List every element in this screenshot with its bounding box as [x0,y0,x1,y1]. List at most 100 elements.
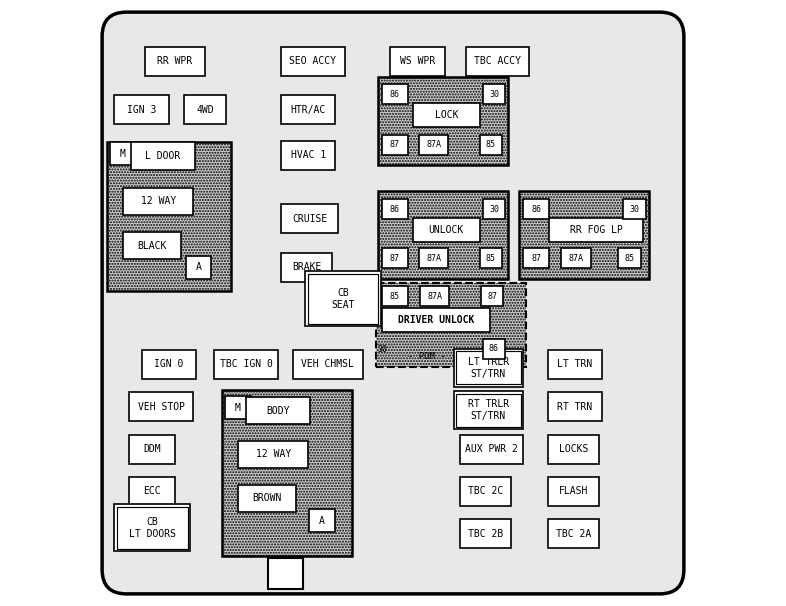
Text: 85: 85 [486,254,496,263]
Bar [454,349,523,387]
Bar [466,47,529,76]
Bar [519,191,649,279]
Text: A: A [319,516,325,525]
Text: TBC 2A: TBC 2A [556,529,591,539]
Bar [549,218,643,242]
Bar [307,274,378,324]
Text: A: A [196,262,201,272]
Text: 87A: 87A [568,254,583,263]
Bar [619,248,641,268]
Bar [376,283,527,367]
Bar [131,142,195,170]
Bar [390,47,445,76]
Bar [378,191,508,279]
Text: FLASH: FLASH [559,487,588,496]
Bar [483,84,505,104]
Bar [483,339,505,359]
Bar [281,47,344,76]
Text: 87A: 87A [426,140,441,149]
Bar [281,204,339,233]
Text: SEO ACCY: SEO ACCY [289,56,336,66]
Text: IGN 3: IGN 3 [127,105,156,115]
Text: DDM: DDM [143,444,161,454]
Text: CRUISE: CRUISE [292,214,327,224]
Text: HVAC 1: HVAC 1 [291,150,325,160]
Text: 12 WAY: 12 WAY [141,196,176,207]
Bar [548,350,602,379]
Text: RR FOG LP: RR FOG LP [570,225,623,235]
Bar [267,558,303,589]
Text: ECC: ECC [143,487,161,496]
Bar [305,271,381,326]
Bar [548,435,599,464]
Bar [523,199,549,219]
Bar [293,350,362,379]
Text: 86: 86 [489,344,499,353]
Text: 30: 30 [489,90,499,99]
Bar [110,142,135,165]
Bar [479,248,502,268]
Bar [460,435,523,464]
Text: 85: 85 [486,140,496,149]
Text: RR WPR: RR WPR [157,56,193,66]
Text: TBC 2C: TBC 2C [468,487,503,496]
Bar [548,477,599,506]
Text: CB
LT DOORS: CB LT DOORS [129,517,175,539]
Text: TBC ACCY: TBC ACCY [474,56,521,66]
Text: WS WPR: WS WPR [399,56,435,66]
Text: 87A: 87A [426,254,441,263]
Text: AUX PWR 2: AUX PWR 2 [465,444,518,454]
Text: 30: 30 [630,205,640,214]
Text: TBC IGN 0: TBC IGN 0 [219,359,273,369]
Bar [238,485,296,512]
Bar [130,392,193,421]
Bar [310,509,335,532]
Text: BLACK: BLACK [138,241,167,251]
Text: IGN 0: IGN 0 [154,359,183,369]
Bar [185,256,211,279]
Text: 86: 86 [390,205,400,214]
Text: 87A: 87A [428,291,443,301]
Text: M: M [119,149,126,159]
Bar [419,248,448,268]
Text: BRAKE: BRAKE [292,262,321,272]
Bar [378,77,508,165]
Text: 87: 87 [390,254,400,263]
Bar [454,391,523,429]
Bar [548,519,599,548]
Text: LOCKS: LOCKS [559,444,588,454]
Bar [548,392,602,421]
Bar [123,232,181,259]
Bar [413,218,479,242]
Bar [382,248,408,268]
Text: LOCK: LOCK [435,110,458,120]
Bar [123,188,193,215]
Bar [238,441,308,468]
Text: RT TRLR
ST/TRN: RT TRLR ST/TRN [468,399,509,421]
Bar [419,135,448,155]
Bar [479,135,502,155]
Text: 30: 30 [489,205,499,214]
Text: VEH STOP: VEH STOP [138,402,185,411]
Bar [483,199,505,219]
Bar [623,199,646,219]
Bar [246,397,310,424]
Text: L DOOR: L DOOR [145,151,181,161]
Text: 12 WAY: 12 WAY [255,449,291,459]
Bar [281,253,332,282]
Bar [145,47,205,76]
Text: LT TRN: LT TRN [557,359,593,369]
Bar [456,351,521,384]
Bar [114,504,190,551]
Bar [421,286,450,306]
Bar [382,308,490,332]
Bar [130,477,174,506]
Bar [382,286,408,306]
Bar [141,350,196,379]
Text: 85: 85 [625,254,634,263]
Text: 86: 86 [531,205,541,214]
Bar [225,396,251,419]
Text: - PDM -: - PDM - [407,353,445,361]
Bar [523,248,549,268]
Bar [184,95,226,124]
